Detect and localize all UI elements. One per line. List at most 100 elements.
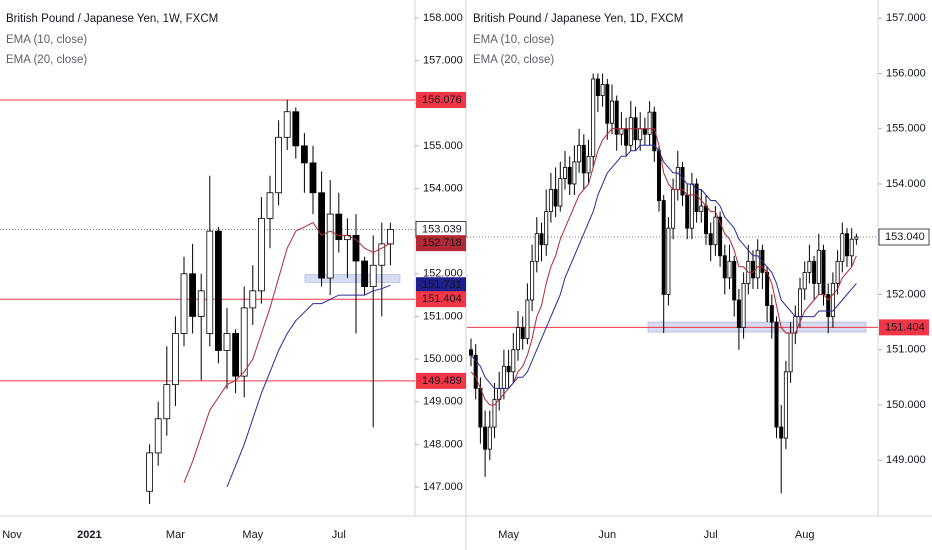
candle-body <box>483 426 488 450</box>
candle-body <box>511 349 516 373</box>
candle-body <box>779 426 784 439</box>
candle-body <box>798 288 803 317</box>
x-tick-label: Jul <box>332 529 346 541</box>
candle-body <box>581 144 586 174</box>
candle-body <box>638 128 643 141</box>
candle-body <box>180 273 188 334</box>
candle-body <box>666 227 671 295</box>
candle-body <box>680 166 685 196</box>
candle-body <box>685 194 690 229</box>
candle-body <box>595 78 600 96</box>
price-label: 153.040 <box>885 231 925 243</box>
candle-body <box>647 111 652 135</box>
candle-body <box>783 371 788 439</box>
candle-body <box>830 283 835 317</box>
y-tick-label: 154.000 <box>423 182 463 194</box>
candle-body <box>751 260 756 279</box>
candle-body <box>534 233 539 262</box>
y-tick-label: 147.000 <box>423 481 463 493</box>
y-tick-label: 155.000 <box>423 140 463 152</box>
candle-body <box>722 255 727 279</box>
candle-body <box>821 249 826 295</box>
candle-body <box>845 233 850 257</box>
candle-body <box>283 111 291 138</box>
candle-body <box>197 290 205 317</box>
ema-line <box>470 144 857 389</box>
candle-body <box>788 332 793 373</box>
candle-body <box>539 233 544 246</box>
candle-body <box>661 200 666 295</box>
y-tick-label: 148.000 <box>423 438 463 450</box>
candle-body <box>506 365 511 373</box>
chart-title: British Pound / Japanese Yen, 1D, FXCM <box>473 13 683 25</box>
price-label: 151.404 <box>422 293 462 305</box>
candle-body <box>713 216 718 246</box>
legend-entry: EMA (10, close) <box>473 34 554 46</box>
candle-body <box>501 365 506 389</box>
y-tick-label: 151.000 <box>886 344 926 356</box>
y-tick-label: 150.000 <box>886 399 926 411</box>
candle-body <box>567 166 572 185</box>
candle-body <box>163 384 171 420</box>
candle-body <box>326 213 334 279</box>
candle-body <box>577 144 582 163</box>
candle-body <box>755 249 760 279</box>
candle-body <box>232 333 240 377</box>
y-tick-label: 152.000 <box>423 268 463 280</box>
candle-body <box>369 264 377 287</box>
candle-body <box>520 327 525 340</box>
candle-body <box>694 183 699 212</box>
ema-line <box>470 128 857 406</box>
legend-entry: EMA (20, close) <box>6 54 87 66</box>
candle-body <box>352 234 360 262</box>
candle-body <box>525 299 530 340</box>
candle-body <box>171 333 179 386</box>
candle-body <box>614 100 619 135</box>
candle-body <box>840 233 845 262</box>
candle-body <box>835 260 840 284</box>
candle-body <box>769 305 774 323</box>
candle-body <box>699 205 704 212</box>
candle-body <box>223 333 231 351</box>
price-label-box <box>416 291 466 308</box>
candle-body <box>812 260 817 284</box>
candle-body <box>657 150 662 201</box>
candle-body <box>530 260 535 301</box>
price-label-box <box>416 372 466 389</box>
candle-body <box>610 100 615 124</box>
y-tick-label: 154.000 <box>886 178 926 190</box>
price-label: 151.731 <box>422 279 462 291</box>
candle-body <box>708 233 713 246</box>
ema-line <box>183 221 391 483</box>
x-tick-label: Jul <box>704 529 718 541</box>
candle-body <box>619 128 624 135</box>
candle-body <box>605 84 610 124</box>
candle-body <box>671 189 676 229</box>
candle-body <box>816 249 821 284</box>
y-tick-label: 155.000 <box>886 123 926 135</box>
candle-body <box>257 217 265 292</box>
candle-body <box>487 426 492 450</box>
candle-body <box>361 260 369 287</box>
candle-body <box>292 111 300 147</box>
candle-body <box>802 271 807 290</box>
candle-body <box>718 216 723 257</box>
legend-entry: EMA (10, close) <box>6 34 87 46</box>
candle-body <box>553 189 558 207</box>
candle-body <box>309 162 317 194</box>
candle-body <box>741 283 746 329</box>
support-zone <box>304 274 401 283</box>
x-tick-label: Aug <box>795 529 815 541</box>
candle-body <box>300 145 308 164</box>
candle-body <box>266 192 274 219</box>
x-tick-label: May <box>498 529 519 541</box>
candle-body <box>378 243 386 266</box>
candle-body <box>516 327 521 351</box>
candle-body <box>478 387 483 428</box>
x-tick-label: Nov <box>2 529 22 541</box>
x-tick-label: 2021 <box>77 529 101 541</box>
candle-body <box>146 452 154 492</box>
candle-body <box>727 260 732 279</box>
price-label-box <box>416 91 466 108</box>
